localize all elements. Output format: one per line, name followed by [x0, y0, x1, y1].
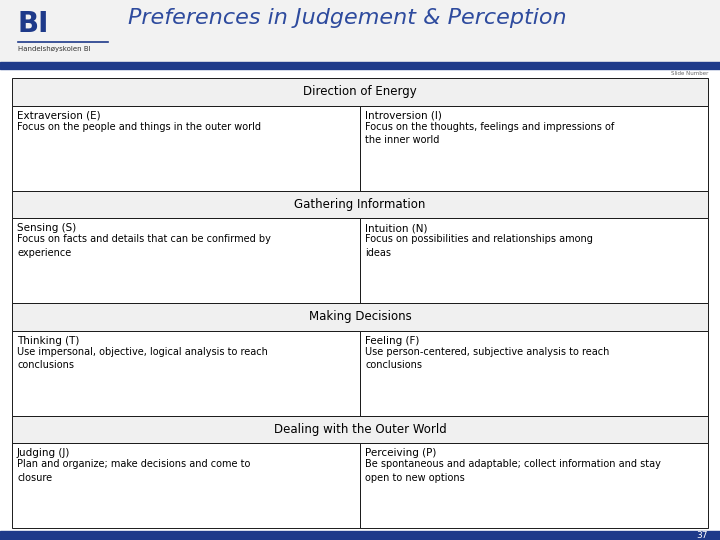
Text: Making Decisions: Making Decisions [309, 310, 411, 323]
Bar [360, 106, 708, 191]
Text: Use impersonal, objective, logical analysis to reach
conclusions: Use impersonal, objective, logical analy… [17, 347, 268, 370]
Bar [12, 443, 360, 528]
Bar [12, 78, 708, 106]
Bar [360, 443, 708, 528]
Text: Feeling (F): Feeling (F) [365, 336, 419, 346]
Text: BI: BI [18, 10, 50, 38]
Text: Focus on the people and things in the outer world: Focus on the people and things in the ou… [17, 122, 261, 132]
Text: Perceiving (P): Perceiving (P) [365, 448, 436, 458]
Text: Plan and organize; make decisions and come to
closure: Plan and organize; make decisions and co… [17, 460, 251, 483]
Text: Preferences in Judgement & Perception: Preferences in Judgement & Perception [128, 8, 567, 28]
Bar [12, 303, 708, 331]
Text: Extraversion (E): Extraversion (E) [17, 111, 101, 121]
Text: Intuition (N): Intuition (N) [365, 224, 428, 233]
Text: Introversion (I): Introversion (I) [365, 111, 442, 121]
Bar [0, 531, 720, 540]
Bar [360, 218, 708, 303]
Text: Focus on possibilities and relationships among
ideas: Focus on possibilities and relationships… [365, 234, 593, 258]
Text: Handelshøyskolen BI: Handelshøyskolen BI [18, 46, 91, 52]
Text: 37: 37 [696, 531, 708, 540]
Text: Thinking (T): Thinking (T) [17, 336, 79, 346]
Text: Gathering Information: Gathering Information [294, 198, 426, 211]
Text: Direction of Energy: Direction of Energy [303, 85, 417, 98]
Text: Focus on the thoughts, feelings and impressions of
the inner world: Focus on the thoughts, feelings and impr… [365, 122, 614, 145]
Text: Use person-centered, subjective analysis to reach
conclusions: Use person-centered, subjective analysis… [365, 347, 609, 370]
Text: Be spontaneous and adaptable; collect information and stay
open to new options: Be spontaneous and adaptable; collect in… [365, 460, 661, 483]
Bar [12, 191, 708, 218]
Text: Focus on facts and details that can be confirmed by
experience: Focus on facts and details that can be c… [17, 234, 271, 258]
Bar [360, 331, 708, 415]
Text: Sensing (S): Sensing (S) [17, 224, 76, 233]
Bar [12, 415, 708, 443]
Text: Dealing with the Outer World: Dealing with the Outer World [274, 423, 446, 436]
Bar [12, 106, 360, 191]
Bar [0, 62, 720, 69]
Bar [12, 331, 360, 415]
Bar [0, 0, 720, 62]
Bar [12, 218, 360, 303]
Text: Slide Number: Slide Number [670, 71, 708, 76]
Text: Judging (J): Judging (J) [17, 448, 71, 458]
